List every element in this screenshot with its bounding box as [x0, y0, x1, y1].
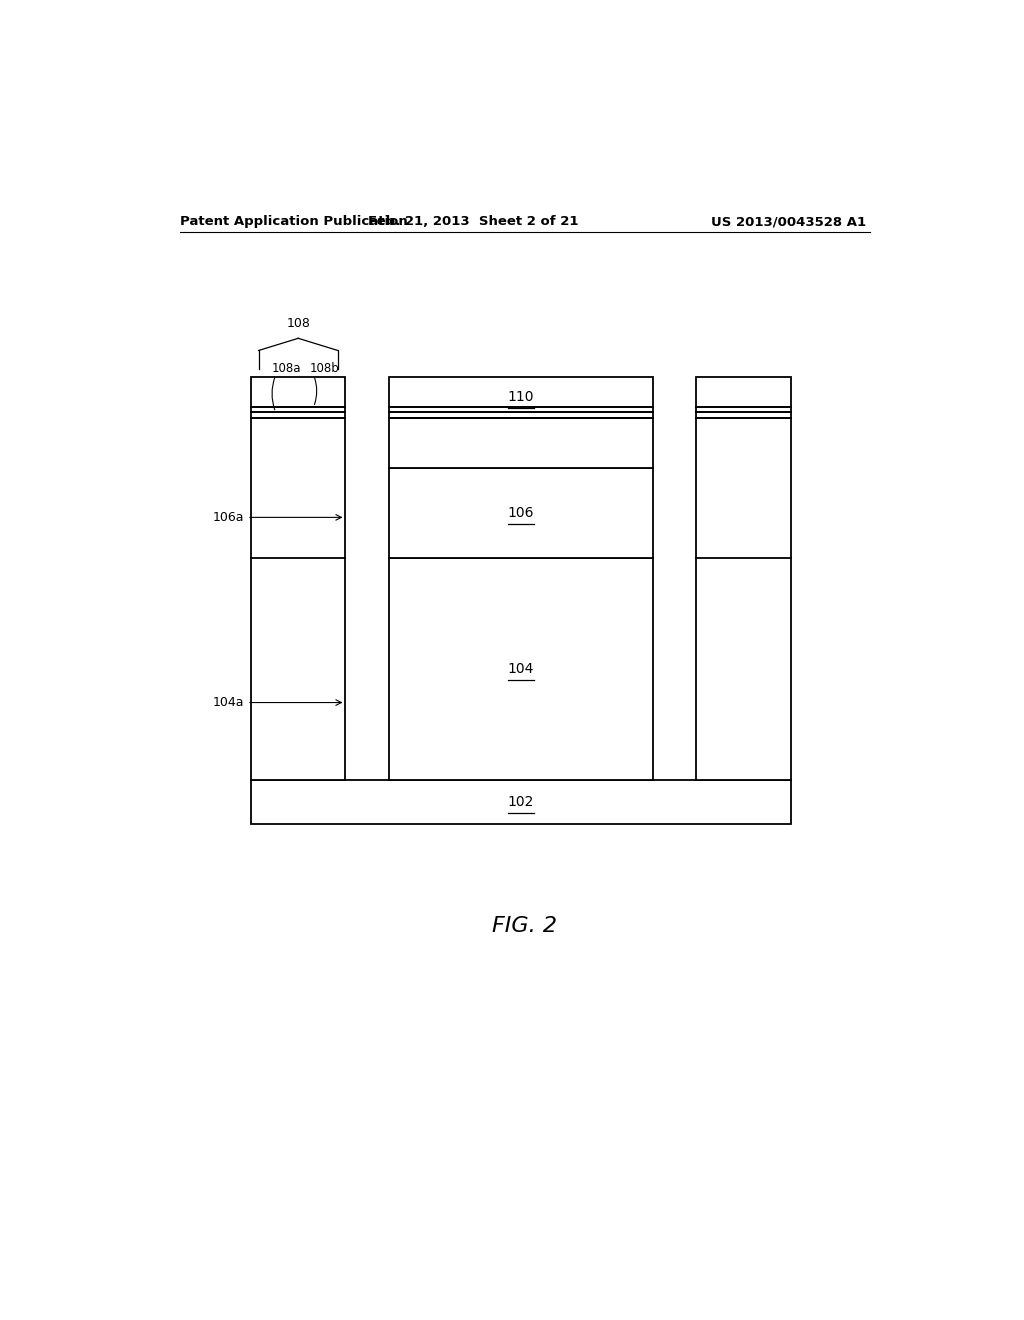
Bar	[389, 558, 653, 780]
Text: 106: 106	[508, 506, 535, 520]
Text: 108: 108	[287, 317, 310, 330]
Bar	[696, 378, 791, 780]
Text: US 2013/0043528 A1: US 2013/0043528 A1	[711, 215, 866, 228]
Text: 110: 110	[508, 391, 535, 404]
Bar	[251, 378, 345, 780]
Text: Feb. 21, 2013  Sheet 2 of 21: Feb. 21, 2013 Sheet 2 of 21	[368, 215, 579, 228]
Text: 104: 104	[508, 663, 535, 676]
Text: 102: 102	[508, 795, 535, 809]
Text: FIG. 2: FIG. 2	[493, 916, 557, 936]
Text: 106a: 106a	[213, 511, 245, 524]
Bar	[389, 418, 653, 467]
Text: 108b: 108b	[309, 362, 339, 375]
Text: Patent Application Publication: Patent Application Publication	[179, 215, 408, 228]
Text: 108a: 108a	[271, 362, 301, 375]
Bar	[389, 378, 653, 418]
Text: 104a: 104a	[213, 696, 245, 709]
Bar	[251, 780, 791, 824]
Bar	[389, 467, 653, 558]
